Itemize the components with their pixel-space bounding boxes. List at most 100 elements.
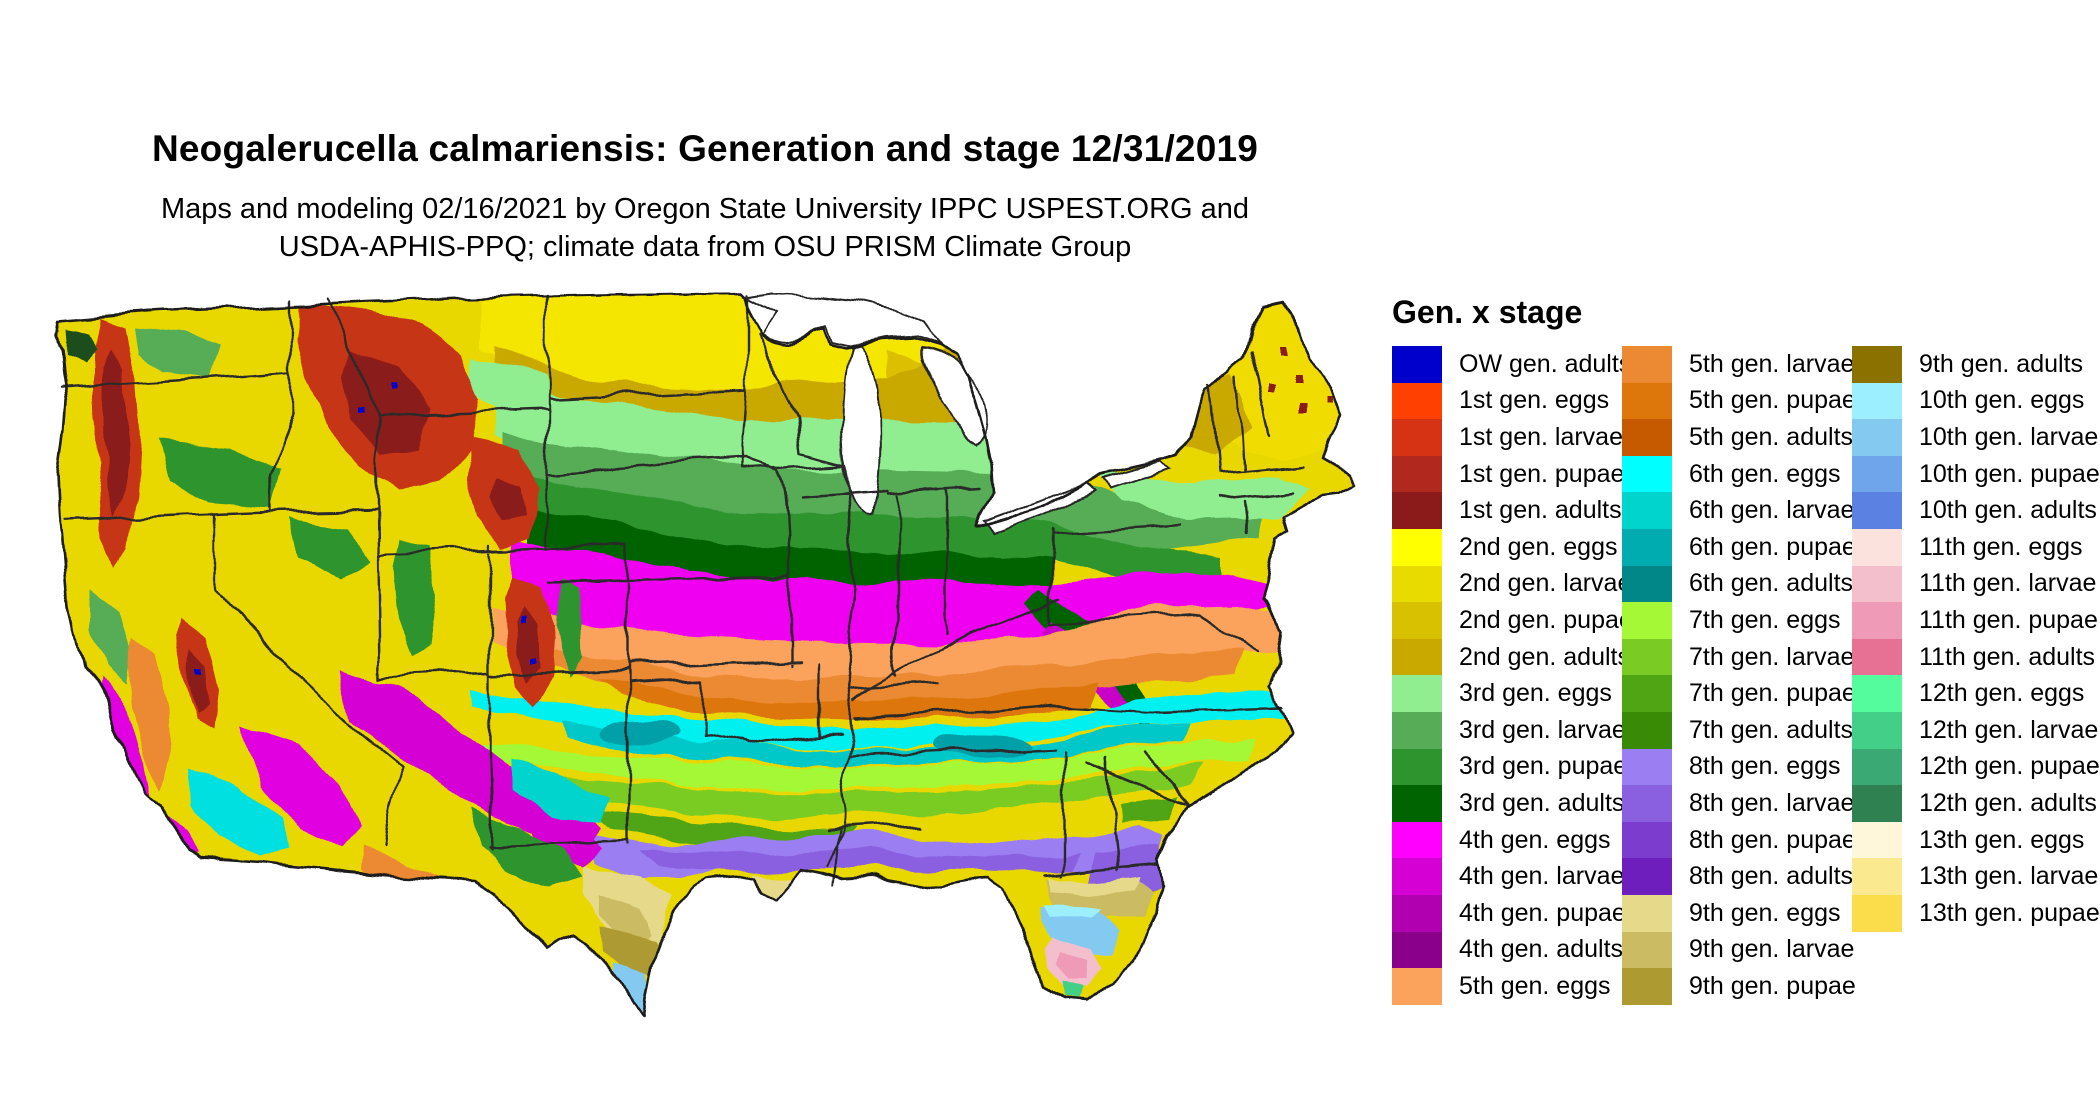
- legend-row: 7th gen. larvae: [1622, 638, 1854, 676]
- legend-row: 11th gen. pupae: [1852, 602, 2098, 639]
- legend-label: 8th gen. eggs: [1689, 752, 1841, 781]
- legend-row: 9th gen. larvae: [1622, 931, 1854, 969]
- legend-swatch: [1852, 602, 1902, 639]
- legend-swatch: [1622, 492, 1672, 529]
- legend-row: 2nd gen. adults: [1392, 638, 1630, 676]
- legend-label: 1st gen. adults: [1459, 496, 1622, 525]
- legend-row: 1st gen. larvae: [1392, 419, 1623, 456]
- legend-row: 7th gen. eggs: [1622, 602, 1852, 639]
- legend-swatch: [1392, 346, 1442, 383]
- legend-label: 5th gen. pupae: [1689, 386, 1856, 415]
- legend-swatch: [1622, 346, 1672, 383]
- legend-row: 5th gen. eggs: [1392, 968, 1622, 1005]
- legend-row: 9th gen. pupae: [1622, 968, 1856, 1005]
- legend-swatch: [1392, 455, 1442, 493]
- legend-swatch: [1622, 711, 1672, 749]
- legend-swatch: [1852, 565, 1902, 603]
- legend-row: 2nd gen. eggs: [1392, 528, 1622, 566]
- page-subtitle: Maps and modeling 02/16/2021 by Oregon S…: [60, 190, 1350, 266]
- legend-swatch: [1622, 858, 1672, 895]
- legend-swatch: [1392, 931, 1442, 969]
- legend-swatch: [1392, 565, 1442, 603]
- legend-row: 7th gen. adults: [1622, 711, 1853, 749]
- legend-swatch: [1622, 821, 1672, 859]
- legend-swatch: [1392, 968, 1442, 1005]
- page-title: Neogalerucella calmariensis: Generation …: [151, 128, 1259, 169]
- legend-swatch: [1852, 492, 1902, 529]
- legend-label: 10th gen. pupae: [1919, 459, 2100, 488]
- legend-label: 10th gen. eggs: [1919, 386, 2085, 415]
- legend-row: 4th gen. eggs: [1392, 821, 1622, 859]
- map-graphic: [52, 292, 1358, 1020]
- legend-row: 5th gen. larvae: [1622, 346, 1854, 383]
- legend-swatch: [1622, 785, 1672, 822]
- legend-swatch: [1392, 785, 1442, 822]
- legend-label: 3rd gen. larvae: [1459, 715, 1626, 744]
- legend-swatch: [1392, 382, 1442, 420]
- legend-row: 6th gen. eggs: [1622, 455, 1852, 493]
- legend-label: 1st gen. eggs: [1459, 386, 1610, 415]
- legend-swatch: [1392, 419, 1442, 456]
- legend-row: 11th gen. adults: [1852, 638, 2095, 676]
- legend-label: 7th gen. pupae: [1689, 679, 1856, 708]
- legend-label: 12th gen. pupae: [1919, 752, 2100, 781]
- legend-label: 7th gen. eggs: [1689, 605, 1841, 634]
- legend-swatch: [1852, 528, 1902, 566]
- legend-label: 1st gen. pupae: [1459, 459, 1625, 488]
- legend-label: 9th gen. eggs: [1689, 898, 1841, 927]
- legend-swatch: [1392, 858, 1442, 895]
- legend-row: 4th gen. pupae: [1392, 894, 1626, 932]
- us-outline: [52, 292, 1358, 1020]
- legend-column-3: 9th gen. adults 10th gen. eggs 10th gen.…: [1852, 346, 2100, 1005]
- legend-label: 4th gen. eggs: [1459, 825, 1611, 854]
- legend-row: 8th gen. larvae: [1622, 785, 1855, 822]
- legend-label: 1st gen. larvae: [1459, 422, 1623, 451]
- legend-label: 9th gen. adults: [1919, 349, 2084, 378]
- legend-row: 13th gen. eggs: [1852, 821, 2085, 859]
- legend-column-1: OW gen. adults 1st gen. eggs 1st gen. la…: [1392, 346, 1633, 1005]
- legend-label: 9th gen. pupae: [1689, 971, 1856, 1000]
- legend-row: 8th gen. eggs: [1622, 748, 1852, 786]
- legend-row: 3rd gen. eggs: [1392, 675, 1622, 712]
- legend-row: 9th gen. eggs: [1622, 894, 1852, 932]
- legend-row: 12th gen. eggs: [1852, 675, 2084, 712]
- legend-row: 6th gen. larvae: [1622, 492, 1855, 529]
- subtitle-line-1: Maps and modeling 02/16/2021 by Oregon S…: [160, 193, 1250, 225]
- legend-swatch: [1852, 382, 1902, 420]
- legend-swatch: [1852, 785, 1902, 822]
- legend-swatch: [1852, 346, 1902, 383]
- legend-label: 13th gen. eggs: [1919, 825, 2085, 854]
- legend-swatch: [1622, 565, 1672, 603]
- legend-label: 4th gen. larvae: [1459, 862, 1625, 891]
- legend-swatch: [1392, 528, 1442, 566]
- legend-row: 12th gen. adults: [1852, 785, 2097, 822]
- legend-swatch: [1392, 638, 1442, 676]
- state-borders: [60, 294, 1306, 886]
- legend-label: 5th gen. eggs: [1459, 971, 1611, 1000]
- legend-label: 6th gen. larvae: [1689, 496, 1855, 525]
- legend-label: 11th gen. adults: [1919, 642, 2096, 671]
- legend-label: 2nd gen. eggs: [1459, 532, 1618, 561]
- legend-row: 8th gen. adults: [1622, 858, 1853, 895]
- legend-row: 4th gen. adults: [1392, 931, 1624, 969]
- us-map-svg: [52, 292, 1358, 1020]
- legend-label: 11th gen. eggs: [1919, 532, 2083, 561]
- legend-row: 2nd gen. larvae: [1392, 565, 1631, 603]
- legend-label: 8th gen. larvae: [1689, 788, 1855, 817]
- legend-label: 6th gen. eggs: [1689, 459, 1841, 488]
- legend-row: 12th gen. pupae: [1852, 748, 2100, 786]
- legend-swatch: [1852, 419, 1902, 456]
- legend-swatch: [1852, 711, 1902, 749]
- legend-row: 3rd gen. larvae: [1392, 711, 1626, 749]
- legend-row: 5th gen. adults: [1622, 419, 1853, 456]
- legend: Gen. x stage OW gen. adults 1st gen. egg…: [1392, 294, 2100, 1005]
- legend-swatch: [1622, 894, 1672, 932]
- legend-row: OW gen. adults: [1392, 346, 1631, 383]
- legend-columns: OW gen. adults 1st gen. eggs 1st gen. la…: [1392, 346, 2100, 1005]
- legend-row: 10th gen. pupae: [1852, 455, 2100, 493]
- legend-swatch: [1622, 968, 1672, 1005]
- legend-label: 4th gen. adults: [1459, 935, 1624, 964]
- legend-label: 12th gen. larvae: [1919, 715, 2099, 744]
- legend-label: 6th gen. pupae: [1689, 532, 1856, 561]
- legend-swatch: [1392, 748, 1442, 786]
